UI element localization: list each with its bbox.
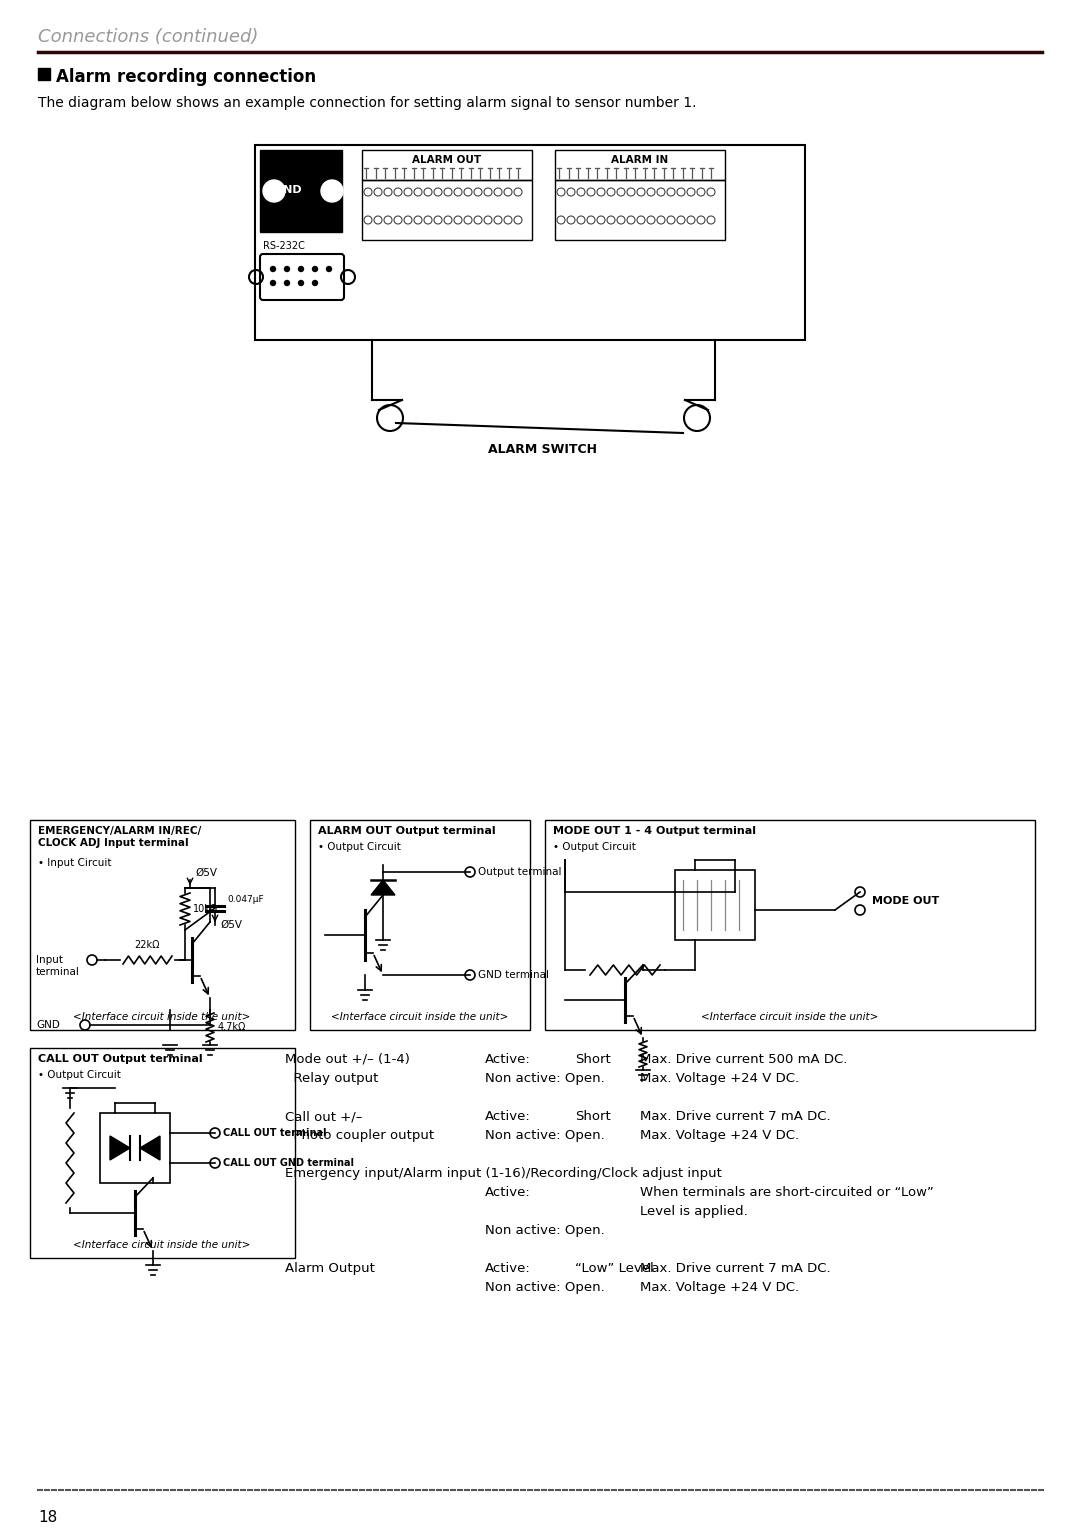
Text: Max. Drive current 500 mA DC.: Max. Drive current 500 mA DC. [640,1053,848,1067]
Text: Active:: Active: [485,1053,530,1067]
Text: ALARM OUT Output terminal: ALARM OUT Output terminal [318,827,496,836]
Text: Short: Short [575,1109,611,1123]
Text: 10kΩ: 10kΩ [193,905,218,914]
Circle shape [326,266,332,272]
Text: ALARM IN: ALARM IN [611,154,669,165]
Text: MODE OUT 1 - 4 Output terminal: MODE OUT 1 - 4 Output terminal [553,827,756,836]
Text: GND terminal: GND terminal [478,970,549,979]
Text: Max. Voltage +24 V DC.: Max. Voltage +24 V DC. [640,1073,799,1085]
Text: EMERGENCY/ALARM IN/REC/
CLOCK ADJ Input terminal: EMERGENCY/ALARM IN/REC/ CLOCK ADJ Input … [38,827,201,848]
Text: <Interface circuit inside the unit>: <Interface circuit inside the unit> [73,1241,251,1250]
Text: Non active: Open.: Non active: Open. [485,1129,605,1141]
Bar [255,145,805,341]
Text: Connections (continued): Connections (continued) [38,28,258,46]
Text: Active:: Active: [485,1186,530,1199]
Text: Max. Voltage +24 V DC.: Max. Voltage +24 V DC. [640,1280,799,1294]
Bar [362,150,532,180]
Text: <Interface circuit inside the unit>: <Interface circuit inside the unit> [332,1012,509,1022]
Text: MODE OUT: MODE OUT [872,895,940,906]
Text: 18: 18 [38,1510,57,1525]
Text: 4.7kΩ: 4.7kΩ [218,1022,246,1031]
Text: Mode out +/– (1-4): Mode out +/– (1-4) [285,1053,410,1067]
Text: • Output Circuit: • Output Circuit [38,1070,121,1080]
Circle shape [270,266,275,272]
Bar [545,821,1035,1030]
Text: 22kΩ: 22kΩ [134,940,160,950]
Circle shape [284,281,289,286]
Text: ALARM SWITCH: ALARM SWITCH [488,443,597,455]
Bar [38,69,50,79]
Bar [30,1048,295,1258]
Text: When terminals are short-circuited or “Low”: When terminals are short-circuited or “L… [640,1186,934,1199]
Circle shape [298,281,303,286]
Text: Output terminal: Output terminal [478,866,562,877]
Bar [675,869,755,940]
Text: “Low” Level: “Low” Level [575,1262,653,1274]
Text: Input
terminal: Input terminal [36,955,80,976]
Circle shape [298,266,303,272]
Text: Max. Drive current 7 mA DC.: Max. Drive current 7 mA DC. [640,1109,831,1123]
Bar [30,821,295,1030]
Bar [310,821,530,1030]
Polygon shape [110,1135,130,1160]
Text: Non active: Open.: Non active: Open. [485,1073,605,1085]
Bar [100,1112,170,1183]
Circle shape [321,180,343,202]
Text: CALL OUT GND terminal: CALL OUT GND terminal [222,1158,354,1167]
Text: RS-232C: RS-232C [264,241,305,251]
Polygon shape [140,1135,160,1160]
Text: Non active: Open.: Non active: Open. [485,1224,605,1238]
Circle shape [270,281,275,286]
Text: Emergency input/Alarm input (1-16)/Recording/Clock adjust input: Emergency input/Alarm input (1-16)/Recor… [285,1167,721,1180]
Text: Alarm recording connection: Alarm recording connection [56,69,316,86]
Text: GND: GND [274,185,301,196]
Bar [362,180,532,240]
Text: Call out +/–: Call out +/– [285,1109,363,1123]
Text: Max. Voltage +24 V DC.: Max. Voltage +24 V DC. [640,1129,799,1141]
Text: Alarm Output: Alarm Output [285,1262,375,1274]
Circle shape [264,180,285,202]
Text: ALARM OUT: ALARM OUT [413,154,482,165]
Text: CALL OUT Output terminal: CALL OUT Output terminal [38,1054,203,1063]
Text: Ø5V: Ø5V [220,920,242,931]
Bar [260,150,342,232]
Text: Non active: Open.: Non active: Open. [485,1280,605,1294]
Text: Level is applied.: Level is applied. [640,1206,747,1218]
Text: The diagram below shows an example connection for setting alarm signal to sensor: The diagram below shows an example conne… [38,96,697,110]
Text: Ø5V: Ø5V [195,868,217,879]
Text: • Output Circuit: • Output Circuit [553,842,636,853]
Text: Short: Short [575,1053,611,1067]
Polygon shape [372,880,395,895]
Circle shape [312,281,318,286]
Text: <Interface circuit inside the unit>: <Interface circuit inside the unit> [73,1012,251,1022]
Text: Photo coupler output: Photo coupler output [285,1129,434,1141]
Text: CALL OUT terminal: CALL OUT terminal [222,1128,326,1138]
Text: 0.047μF: 0.047μF [227,895,264,905]
Text: • Input Circuit: • Input Circuit [38,859,111,868]
Bar [555,180,725,240]
Text: Relay output: Relay output [285,1073,378,1085]
Text: Active:: Active: [485,1262,530,1274]
Text: <Interface circuit inside the unit>: <Interface circuit inside the unit> [701,1012,879,1022]
Circle shape [312,266,318,272]
Text: GND: GND [36,1021,59,1030]
Text: Active:: Active: [485,1109,530,1123]
Bar [555,150,725,180]
Text: • Output Circuit: • Output Circuit [318,842,401,853]
Text: Max. Drive current 7 mA DC.: Max. Drive current 7 mA DC. [640,1262,831,1274]
Circle shape [284,266,289,272]
